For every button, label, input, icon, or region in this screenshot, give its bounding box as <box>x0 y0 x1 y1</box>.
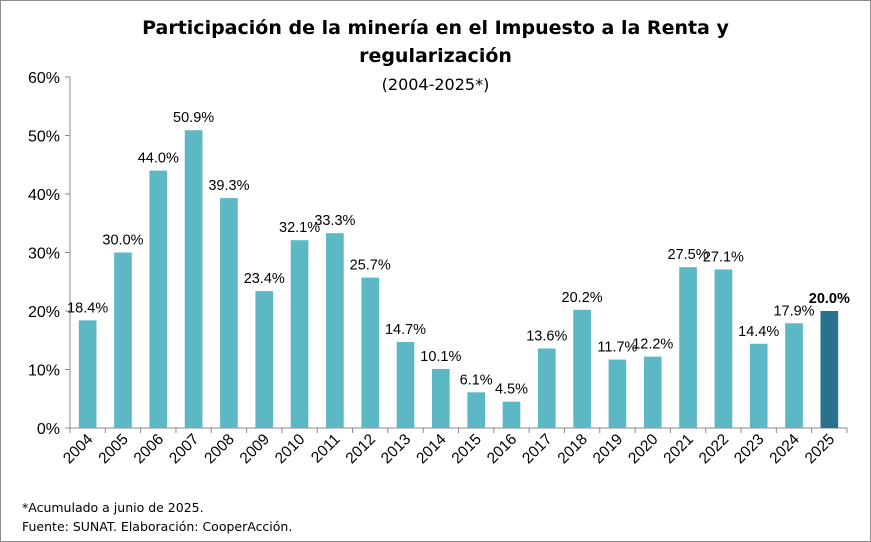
y-tick-label: 40% <box>28 187 60 204</box>
x-tick-label-2004: 2004 <box>60 431 97 468</box>
x-tick-label-2025: 2025 <box>802 431 838 467</box>
x-tick-label-2020: 2020 <box>625 431 662 468</box>
x-tick-label-2014: 2014 <box>413 431 450 468</box>
x-tick-label-2018: 2018 <box>555 431 591 467</box>
bar-2017 <box>537 348 556 428</box>
data-label-2012: 25.7% <box>350 258 391 274</box>
data-label-2011: 33.3% <box>314 213 355 229</box>
data-label-2014: 10.1% <box>420 349 461 365</box>
y-tick-label: 30% <box>28 246 60 263</box>
x-tick-label-2016: 2016 <box>484 431 520 467</box>
footnote: *Acumulado a junio de 2025. <box>22 500 204 515</box>
x-tick-label-2008: 2008 <box>201 431 237 467</box>
x-tick-label-2011: 2011 <box>308 431 344 467</box>
x-tick-label-2012: 2012 <box>343 431 379 467</box>
bars <box>78 130 839 429</box>
data-label-2009: 23.4% <box>244 271 285 287</box>
x-tick-label-2022: 2022 <box>696 431 732 467</box>
data-label-2018: 20.2% <box>562 290 603 306</box>
bar-2012 <box>361 277 380 428</box>
x-tick-label-2009: 2009 <box>237 431 273 467</box>
bar-2022 <box>714 269 733 428</box>
data-label-2023: 14.4% <box>738 324 779 340</box>
bar-2015 <box>467 392 485 428</box>
x-tick-label-2010: 2010 <box>272 431 309 468</box>
data-label-2004: 18.4% <box>67 300 108 316</box>
bar-2021 <box>679 267 697 429</box>
bar-2025 <box>820 311 839 428</box>
data-label-2010: 32.1% <box>279 220 320 236</box>
chart-title-line-2: regularización <box>359 45 512 67</box>
data-label-2006: 44.0% <box>138 151 179 167</box>
y-tick-label: 0% <box>37 421 60 438</box>
chart-subtitle: (2004-2025*) <box>381 75 490 94</box>
data-label-2005: 30.0% <box>102 233 143 249</box>
chart-title: Participación de la minería en el Impues… <box>0 14 871 70</box>
x-tick-label-2006: 2006 <box>131 431 167 467</box>
x-tick-label-2024: 2024 <box>766 431 803 468</box>
bar-2020 <box>643 356 662 428</box>
bar-2024 <box>785 323 803 428</box>
y-tick-label: 10% <box>28 363 60 380</box>
y-axis: 0% 10% 20% 30% 40% 50% 60% <box>28 70 71 438</box>
data-label-2017: 13.6% <box>526 328 567 344</box>
data-label-2015: 6.1% <box>460 372 493 388</box>
data-label-2013: 14.7% <box>385 322 426 338</box>
data-label-2021: 27.5% <box>668 247 709 263</box>
data-labels: 18.4% 30.0% 44.0% 50.9% 39.3% 23.4% 32.1%33.3%… <box>67 110 850 397</box>
x-tick-label-2013: 2013 <box>378 431 414 467</box>
data-label-2016: 4.5% <box>495 382 528 398</box>
bar-2010 <box>290 240 309 428</box>
bar-2007 <box>184 130 203 429</box>
data-label-2024: 17.9% <box>773 303 814 319</box>
data-label-2019: 11.7% <box>597 340 637 356</box>
y-tick-label: 20% <box>28 304 60 321</box>
bar-2005 <box>114 252 132 428</box>
bar-2016 <box>502 401 521 428</box>
data-label-2025: 20.0% <box>809 291 850 307</box>
data-label-2022: 27.1% <box>703 249 744 265</box>
bar-2004 <box>78 320 97 428</box>
data-label-2007: 50.9% <box>173 110 214 126</box>
data-label-2020: 12.2% <box>632 337 673 353</box>
x-tick-label-2019: 2019 <box>590 431 626 467</box>
chart-title-line-1: Participación de la minería en el Impues… <box>142 17 729 39</box>
bar-2018 <box>573 309 591 428</box>
source-note: Fuente: SUNAT. Elaboración: CooperAcción… <box>22 519 293 534</box>
y-tick-label: 50% <box>28 129 60 146</box>
x-tick-label-2015: 2015 <box>449 431 485 467</box>
bar-2006 <box>149 170 168 428</box>
data-label-2008: 39.3% <box>208 178 249 194</box>
bar-2023 <box>749 343 768 428</box>
x-tick-label-2017: 2017 <box>519 431 555 467</box>
x-tick-label-2021: 2021 <box>660 431 696 467</box>
bar-2019 <box>608 359 627 428</box>
x-tick-label-2007: 2007 <box>166 431 202 467</box>
bar-2009 <box>255 291 274 428</box>
x-tick-label-2005: 2005 <box>95 431 131 467</box>
bar-2008 <box>220 198 238 428</box>
bar-2013 <box>396 342 415 428</box>
bar-2011 <box>326 233 344 428</box>
bar-2014 <box>432 368 450 428</box>
y-tick-label: 60% <box>28 70 60 87</box>
x-tick-label-2023: 2023 <box>731 431 767 467</box>
